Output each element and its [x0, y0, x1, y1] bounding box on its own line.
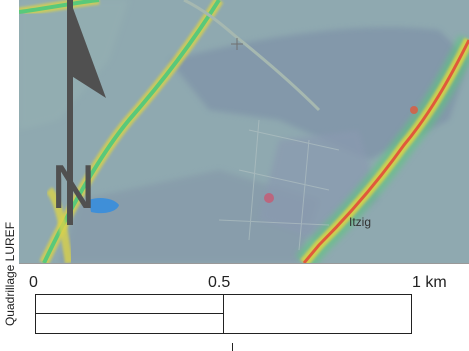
north-arrow-shaft [67, 0, 73, 225]
map-svg: N Itzig [19, 0, 469, 263]
grid-reference-label: Quadrillage LUREF [3, 221, 17, 327]
grid-crosshair [231, 38, 243, 50]
scale-bar [35, 294, 412, 342]
north-arrow-head [70, 0, 106, 98]
scale-segment-bottom-left [35, 313, 224, 334]
scale-bar-panel: 0 0.5 1 km [19, 263, 469, 344]
scale-segment-top-left [35, 294, 224, 314]
scale-label-end: 1 km [412, 274, 447, 291]
place-label-itzig: Itzig [349, 215, 371, 229]
road [45, 187, 73, 263]
field-patch [169, 27, 469, 161]
track [183, 0, 321, 112]
village-road-core [302, 39, 469, 263]
settlement-spot [410, 106, 418, 114]
scale-label-half: 0.5 [208, 274, 231, 291]
settlement-spot [264, 193, 274, 203]
field-patch [59, 170, 319, 263]
north-label: N [51, 153, 96, 222]
map-canvas[interactable]: N Itzig [19, 0, 469, 263]
field-boundaries [218, 119, 340, 251]
map-frame-tick [232, 343, 233, 351]
water-body [89, 197, 119, 214]
grid-reference-label-container: Quadrillage LUREF [0, 0, 19, 351]
scale-segment-right [223, 294, 412, 334]
north-arrow: N [51, 0, 106, 225]
road-core [19, 0, 100, 14]
scale-label-0: 0 [29, 274, 38, 291]
